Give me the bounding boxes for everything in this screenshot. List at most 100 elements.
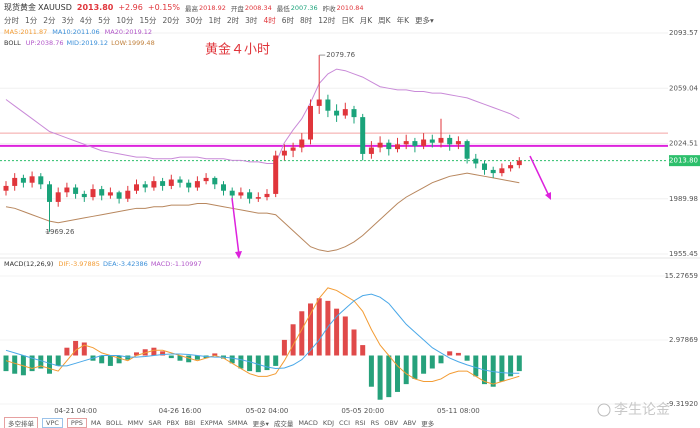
tool-button[interactable]: VPC (42, 417, 63, 428)
indicator-line (5, 293, 520, 374)
period-tab[interactable]: 3时 (245, 16, 258, 25)
sub-indicator[interactable]: OBV (384, 418, 399, 427)
period-tab[interactable]: 3分 (61, 16, 74, 25)
y-tick-label: 1989.98 (669, 195, 698, 203)
period-tab[interactable]: 日K (341, 16, 354, 25)
main-indicator[interactable]: BBI (184, 418, 196, 427)
sub-indicator[interactable]: ABV (403, 418, 417, 427)
main-indicator[interactable]: SMMA (227, 418, 248, 427)
change-pct: +0.15% (147, 3, 180, 12)
macd-bar (290, 324, 296, 356)
candle-body (403, 141, 409, 145)
x-tick-label: 04-26 16:00 (159, 407, 202, 415)
macd-bar (342, 316, 348, 356)
toolbar: 多空排单 VPC PPS MA BOLL MMV SAR PBX BBI EXPMA SMMA 更多▾… (4, 416, 439, 428)
period-tab[interactable]: 5分 (98, 16, 111, 25)
main-indicator[interactable]: MA (90, 418, 101, 427)
period-tab[interactable]: 4时 (263, 16, 276, 25)
boll-name: BOLL (4, 39, 21, 47)
period-tab[interactable]: 20分 (162, 16, 180, 25)
stat-label: 开盘 (230, 4, 244, 13)
macd-item: DIF:-3.97885 (58, 260, 100, 268)
sub-indicator[interactable]: MACD (298, 418, 318, 427)
macd-bar (325, 300, 331, 356)
candle-body (64, 187, 70, 193)
main-indicator[interactable]: EXPMA (200, 418, 223, 427)
period-tab[interactable]: 15分 (139, 16, 157, 25)
candle-body (438, 137, 444, 143)
candle-body (516, 160, 522, 166)
candle-body (412, 141, 418, 146)
period-tab[interactable]: 8时 (300, 16, 313, 25)
candle-body (342, 109, 348, 116)
indicator-line (5, 172, 520, 253)
ma-item: MA10:2011.06 (52, 28, 100, 36)
main-indicator[interactable]: PBX (166, 418, 180, 427)
arrow (529, 155, 550, 197)
sub-indicator[interactable]: CCI (339, 418, 351, 427)
macd-bar (177, 355, 183, 361)
macd-bar (134, 352, 139, 356)
main-indicator[interactable]: 更多▾ (252, 419, 269, 428)
candle-body (107, 192, 113, 196)
macd-bar (377, 355, 383, 400)
macd-bar (47, 355, 52, 374)
tool-button[interactable]: 多空排单 (4, 416, 38, 428)
change: +2.96 (118, 3, 143, 12)
stat-label: 昨收 (322, 4, 336, 13)
macd-bar (125, 355, 131, 360)
period-tab[interactable]: 2时 (226, 16, 240, 25)
macd-bar (212, 353, 218, 356)
candle-body (395, 144, 400, 150)
annotation: 黄金４小时 (205, 42, 270, 58)
sub-indicator[interactable]: RSI (355, 418, 366, 427)
period-tab[interactable]: 10分 (116, 16, 134, 25)
boll-legend: BOLL UP:2038.76 MID:2019.12 LOW:1999.48 (4, 38, 158, 48)
period-tab[interactable]: 年K (396, 16, 410, 25)
sub-indicator[interactable]: RS (370, 418, 380, 427)
main-indicator[interactable]: SAR (148, 418, 162, 427)
period-tab[interactable]: 周K (378, 16, 391, 25)
macd-bar (151, 347, 157, 356)
indicator-line (5, 68, 520, 165)
period-tab[interactable]: 月K (359, 16, 373, 25)
arrow (231, 197, 240, 256)
macd-bar (464, 355, 470, 361)
macd-bar (264, 355, 270, 371)
sub-indicator[interactable]: KDJ (322, 418, 335, 427)
x-tick-label: 04-21 04:00 (54, 407, 97, 415)
macd-bar (81, 342, 87, 356)
y-tick-label: 2024.51 (669, 140, 698, 148)
period-tab[interactable]: 1时 (208, 16, 221, 25)
period-tab[interactable]: 12时 (318, 16, 336, 25)
macd-bar (360, 345, 366, 356)
candle-body (499, 168, 505, 174)
indicator-line (5, 287, 520, 385)
ma-item: MA20:2019.12 (104, 28, 153, 36)
period-tab[interactable]: 更多▾ (415, 16, 434, 25)
period-tab[interactable]: 30分 (185, 16, 203, 25)
candle-body (12, 177, 18, 186)
main-indicator[interactable]: BOLL (105, 418, 123, 427)
macd-bar (368, 355, 374, 387)
low-label: 1969.26 (46, 228, 75, 236)
candle-body (508, 165, 514, 169)
candle-body (134, 184, 139, 191)
y-tick-label: 1955.45 (669, 250, 698, 258)
candle-body (238, 192, 244, 196)
sub-indicator[interactable]: 成交量 (273, 419, 294, 428)
sub-indicator[interactable]: 更多 (421, 419, 435, 428)
period-tab[interactable]: 4分 (79, 16, 93, 25)
tool-button[interactable]: PPS (66, 417, 87, 428)
period-tab[interactable]: 分时 (4, 16, 19, 25)
y-tick-label: 15.27659 (665, 272, 698, 280)
macd-bar (99, 355, 105, 364)
period-tab[interactable]: 1分 (25, 16, 38, 25)
candle-body (368, 147, 374, 154)
period-tab[interactable]: 6时 (281, 16, 294, 25)
candle-body (490, 169, 496, 174)
candle-body (247, 192, 253, 199)
macd-bar (490, 355, 496, 387)
main-indicator[interactable]: MMV (127, 418, 144, 427)
period-tab[interactable]: 2分 (43, 16, 56, 25)
